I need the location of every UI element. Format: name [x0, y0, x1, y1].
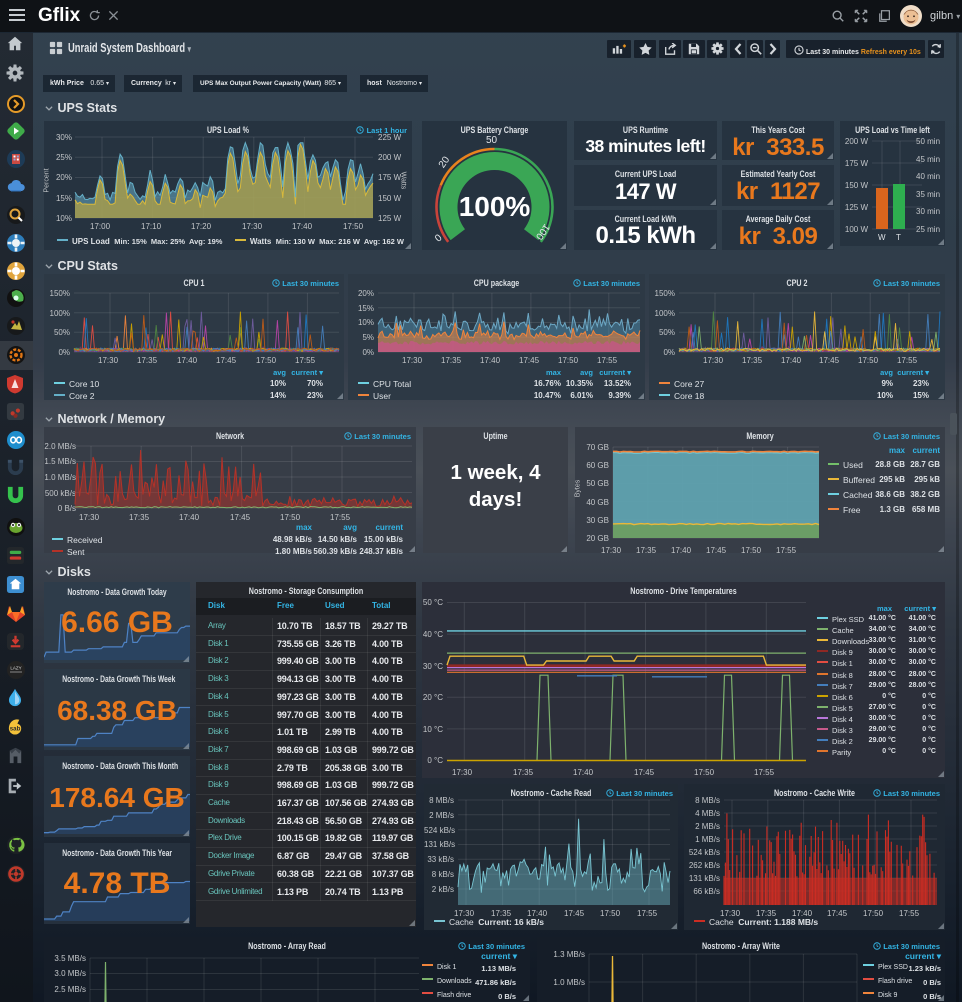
svg-text:LAZY: LAZY	[10, 666, 21, 671]
svg-text:sab: sab	[10, 725, 21, 732]
